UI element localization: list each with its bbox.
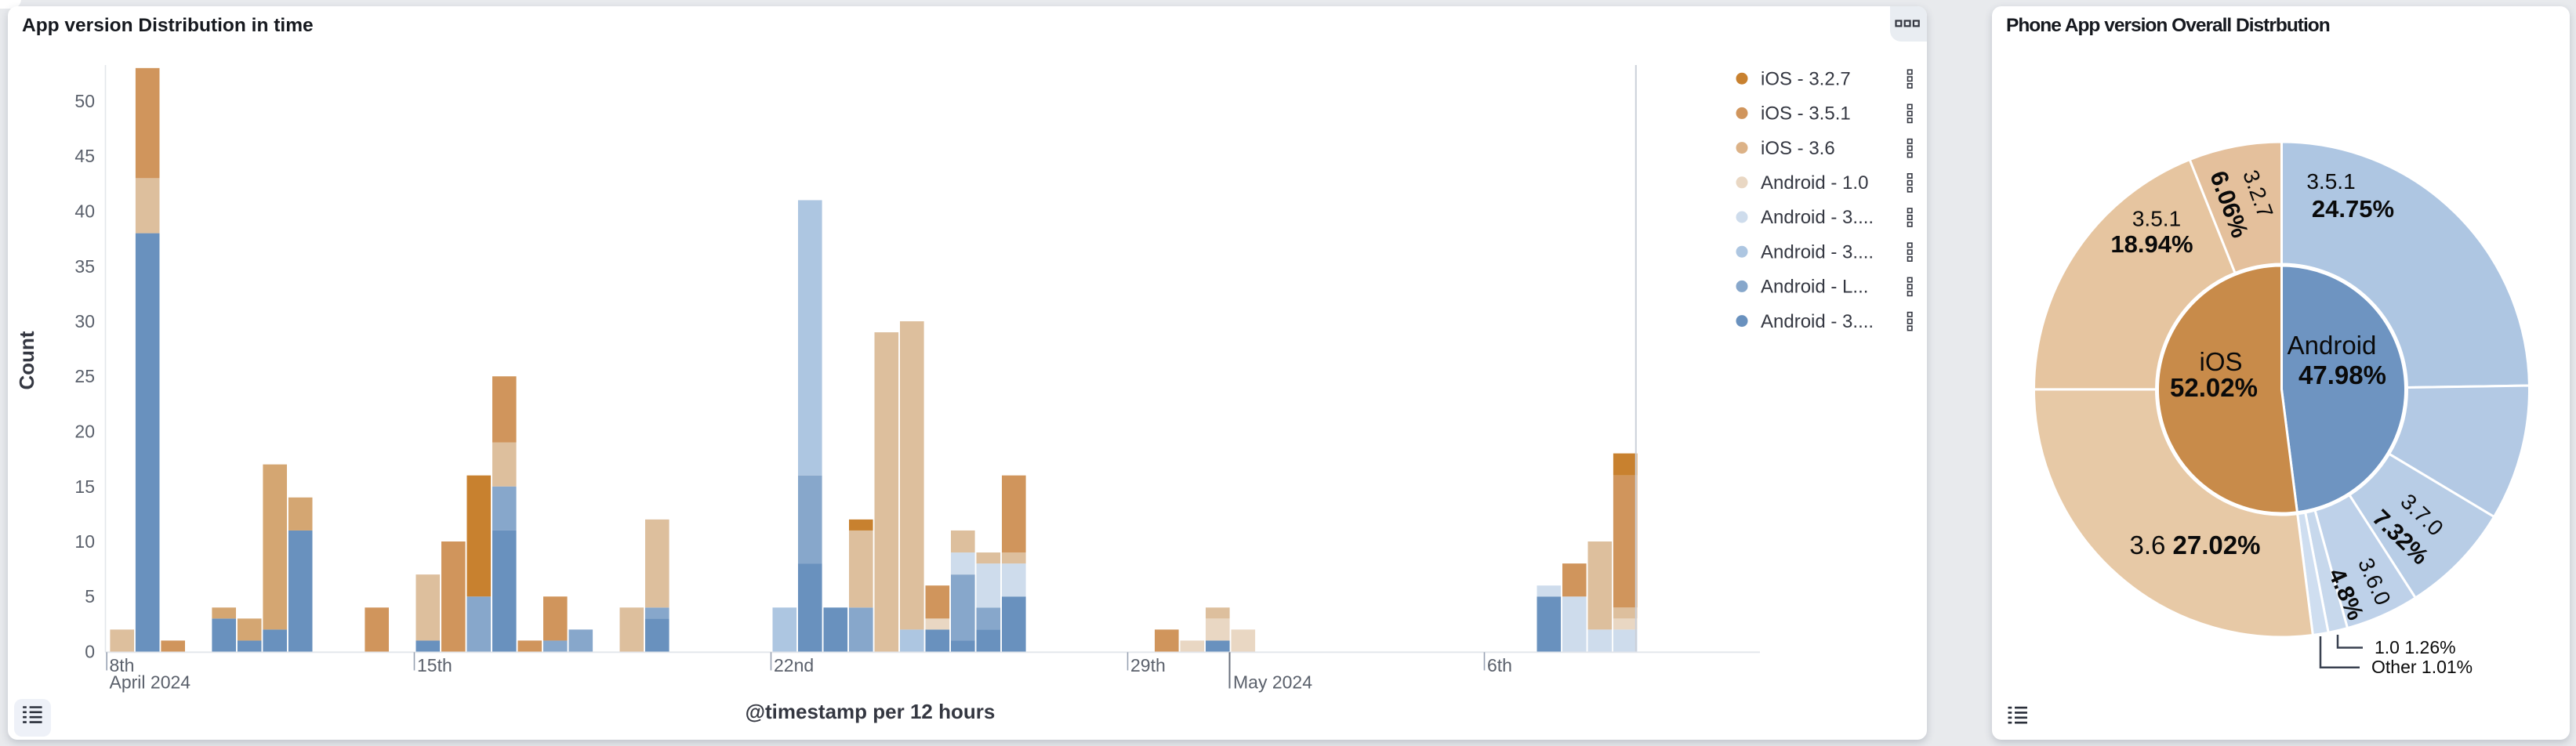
svg-text:Android - 3....: Android - 3.... [1761,207,1874,228]
svg-text:10: 10 [74,531,95,552]
svg-text:24.75%: 24.75% [2312,195,2394,223]
svg-text:50: 50 [74,91,95,111]
svg-text:45: 45 [74,146,95,166]
svg-text:18.94%: 18.94% [2110,230,2193,258]
svg-text:Android - L...: Android - L... [1761,277,1868,298]
svg-text:15: 15 [74,476,95,497]
svg-text:1.0 1.26%: 1.0 1.26% [2375,637,2456,657]
svg-text:3.6 27.02%: 3.6 27.02% [2130,531,2261,560]
svg-text:3.5.1: 3.5.1 [2306,169,2355,194]
svg-text:0: 0 [85,642,95,662]
svg-text:30: 30 [74,311,95,331]
svg-text:iOS - 3.5.1: iOS - 3.5.1 [1761,103,1851,125]
svg-text:35: 35 [74,256,95,277]
svg-text:29th: 29th [1130,655,1166,675]
svg-text:52.02%: 52.02% [2170,373,2258,402]
svg-text:8th: 8th [110,655,135,675]
svg-text:40: 40 [74,201,95,222]
svg-text:22nd: 22nd [774,655,814,675]
svg-text:iOS: iOS [2199,347,2242,376]
svg-text:5: 5 [85,586,95,607]
svg-text:Android - 3....: Android - 3.... [1761,241,1874,263]
svg-text:Android: Android [2288,331,2377,360]
svg-text:May 2024: May 2024 [1233,672,1312,693]
svg-text:@timestamp per 12 hours: @timestamp per 12 hours [746,700,996,723]
svg-text:April 2024: April 2024 [110,672,191,693]
svg-text:47.98%: 47.98% [2298,360,2386,389]
svg-text:iOS - 3.2.7: iOS - 3.2.7 [1761,68,1851,89]
svg-text:Count: Count [15,331,38,389]
svg-text:3.5.1: 3.5.1 [2132,207,2181,231]
svg-text:20: 20 [74,422,95,442]
svg-text:6th: 6th [1487,655,1512,675]
svg-text:Android - 1.0: Android - 1.0 [1761,172,1868,194]
svg-text:Android - 3....: Android - 3.... [1761,311,1874,332]
svg-text:15th: 15th [417,655,452,675]
svg-text:iOS - 3.6: iOS - 3.6 [1761,138,1835,159]
svg-text:Other 1.01%: Other 1.01% [2371,657,2473,677]
svg-text:25: 25 [74,366,95,386]
